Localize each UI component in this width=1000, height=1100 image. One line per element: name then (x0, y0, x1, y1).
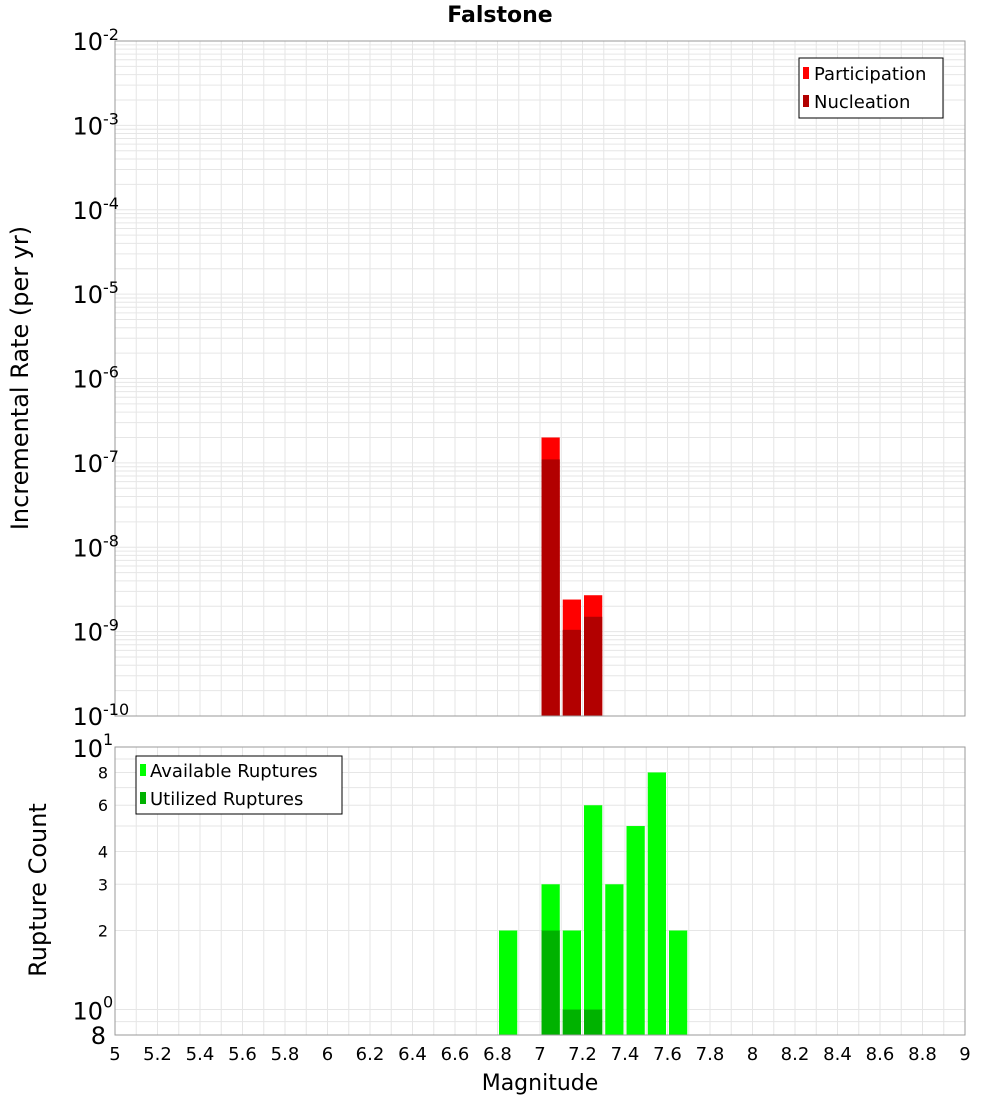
count-utilized-ruptures-bar (541, 930, 560, 1035)
top-y-tick-labels: 10-210-310-410-510-610-710-810-910-10 (72, 25, 129, 731)
count-available-ruptures-bar (605, 884, 624, 1035)
x-tick-label: 7.4 (611, 1044, 640, 1065)
count-utilized-ruptures-bar (584, 1009, 603, 1035)
y-tick-base: 10 (72, 197, 103, 225)
y-tick-label: 10 -5 (72, 278, 119, 309)
y-tick-base: 10 (72, 366, 103, 394)
y-tick-label: 10 -3 (72, 109, 119, 140)
bottom-plot-bars (499, 772, 688, 1035)
y-tick-label: 10 -6 (72, 363, 119, 394)
y-tick-base: 10 (72, 534, 103, 562)
x-tick-label: 6.4 (398, 1044, 427, 1065)
y-tick-label: 6 (98, 796, 108, 815)
legend-swatch-utilized-ruptures (140, 792, 146, 804)
top-legend: Participation Nucleation (798, 57, 944, 119)
y-tick-label: 10 -9 (72, 616, 119, 647)
rate-nucleation-bar (541, 459, 560, 716)
x-tick-labels: 5 5.2 5.4 5.6 5.8 6 6.2 6.4 6.6 6.8 7 7.2 7.4 7.6 7.8 8… (109, 1044, 970, 1065)
rate-nucleation-bar (562, 629, 581, 716)
top-plot-bars (541, 437, 603, 716)
x-tick-label: 5.8 (271, 1044, 300, 1065)
x-tick-label: 6 (322, 1044, 333, 1065)
legend-label-available-ruptures: Available Ruptures (150, 761, 318, 782)
x-tick-label: 9 (959, 1044, 970, 1065)
y-tick-label: 10 -10 (72, 700, 129, 731)
x-tick-label: 7 (534, 1044, 545, 1065)
legend-label-participation: Participation (814, 64, 926, 85)
x-tick-label: 5 (109, 1044, 120, 1065)
y-tick-base: 10 (72, 998, 103, 1026)
legend-swatch-available-ruptures (140, 764, 146, 776)
y-tick-base: 10 (72, 703, 103, 731)
y-tick-exponent: -8 (103, 531, 119, 550)
y-tick-base: 10 (72, 28, 103, 56)
rate-nucleation-bar (584, 616, 603, 716)
chart-title: Falstone (447, 3, 552, 28)
x-tick-label: 8.8 (908, 1044, 937, 1065)
legend-label-nucleation: Nucleation (814, 92, 910, 113)
count-available-ruptures-bar (584, 805, 603, 1035)
legend-swatch-nucleation (803, 95, 809, 107)
top-y-axis-label: Incremental Rate (per yr) (6, 226, 34, 530)
x-tick-label: 6.8 (483, 1044, 512, 1065)
y-tick-exponent: -9 (103, 616, 119, 635)
y-tick-label: 2 (98, 922, 108, 941)
x-tick-label: 8 (747, 1044, 758, 1065)
count-available-ruptures-bar (562, 930, 581, 1035)
y-tick-exponent: 1 (103, 730, 113, 749)
y-tick-base: 10 (72, 450, 103, 478)
legend-swatch-participation (803, 67, 809, 79)
x-tick-label: 5.4 (186, 1044, 215, 1065)
y-tick-exponent: -7 (103, 447, 119, 466)
y-tick-exponent: 0 (103, 993, 113, 1012)
x-tick-label: 7.6 (653, 1044, 682, 1065)
y-tick-exponent: -2 (103, 25, 119, 44)
legend-label-utilized-ruptures: Utilized Ruptures (150, 789, 303, 810)
y-tick-label: 10 -4 (72, 194, 119, 225)
bottom-legend: Available Ruptures Utilized Ruptures (135, 755, 343, 815)
y-tick-exponent: -6 (103, 363, 119, 382)
y-tick-exponent: -4 (103, 194, 119, 213)
x-tick-label: 5.2 (143, 1044, 172, 1065)
x-axis-label: Magnitude (482, 1071, 599, 1096)
x-tick-label: 7.2 (568, 1044, 597, 1065)
y-tick-base: 10 (72, 619, 103, 647)
count-available-ruptures-bar (499, 930, 518, 1035)
top-plot-frame (114, 40, 966, 717)
y-tick-base: 10 (72, 281, 103, 309)
x-tick-label: 8.4 (823, 1044, 852, 1065)
x-tick-label: 6.2 (356, 1044, 385, 1065)
x-tick-label: 6.6 (441, 1044, 470, 1065)
x-tick-label: 5.6 (228, 1044, 257, 1065)
x-tick-label: 8.6 (866, 1044, 895, 1065)
y-tick-label: 10 -8 (72, 531, 119, 562)
count-available-ruptures-bar (669, 930, 688, 1035)
bottom-y-axis-label: Rupture Count (24, 803, 52, 977)
y-tick-exponent: -5 (103, 278, 119, 297)
y-tick-label: 3 (98, 875, 108, 894)
y-tick-exponent: -10 (103, 700, 129, 719)
y-tick-label: 10 0 (72, 993, 113, 1026)
y-tick-base: 10 (72, 735, 103, 763)
y-tick-label: 10 -7 (72, 447, 119, 478)
y-tick-label: 8 (98, 763, 108, 782)
y-tick-label: 4 (98, 842, 108, 861)
y-tick-base: 10 (72, 112, 103, 140)
count-utilized-ruptures-bar (562, 1009, 581, 1035)
count-available-ruptures-bar (626, 826, 645, 1035)
x-tick-label: 7.8 (696, 1044, 725, 1065)
y-tick-label: 8 (91, 1022, 106, 1050)
y-tick-label: 10 -2 (72, 25, 119, 56)
x-tick-label: 8.2 (781, 1044, 810, 1065)
bottom-plot-frame (114, 746, 966, 1036)
count-available-ruptures-bar (647, 772, 666, 1035)
top-plot-grid (114, 41, 966, 717)
y-tick-label: 10 1 (72, 730, 113, 763)
y-tick-exponent: -3 (103, 109, 119, 128)
